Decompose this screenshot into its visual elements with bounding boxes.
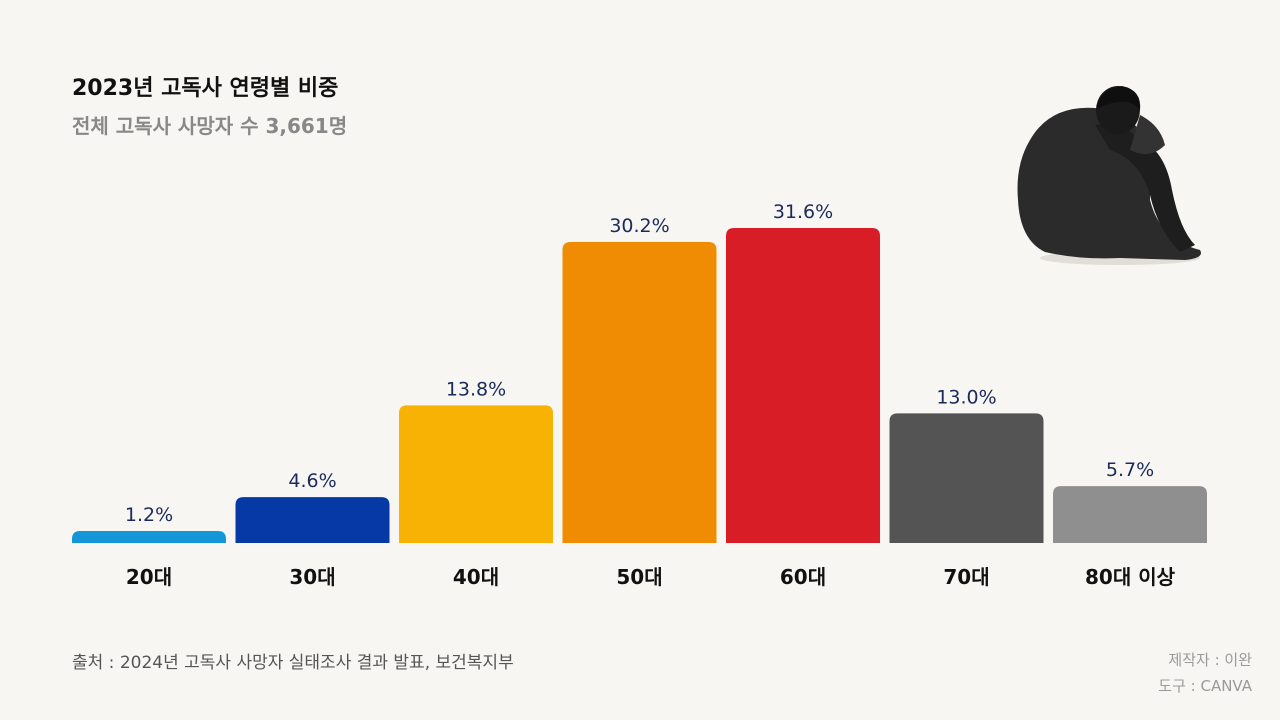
category-label-2: 30대 <box>289 565 335 589</box>
chart-title: 2023년 고독사 연령별 비중 <box>72 76 339 101</box>
sitting-person-illustration <box>1017 86 1201 265</box>
category-label-5: 60대 <box>780 565 826 589</box>
value-label-7: 5.7% <box>1106 459 1154 481</box>
category-label-6: 70대 <box>943 565 989 589</box>
bar-1 <box>72 531 226 543</box>
bar-6 <box>889 413 1044 543</box>
category-label-4: 50대 <box>616 565 662 589</box>
chart-subtitle: 전체 고독사 사망자 수 3,661명 <box>72 114 348 138</box>
tool-credit: 도구 : CANVA <box>1158 677 1252 695</box>
bar-chart: 1.2% 20대 4.6% 30대 13.8% 40대 30.2% 50대 31.6% 60대 13… <box>72 201 1207 589</box>
bar-5 <box>726 228 880 543</box>
value-label-4: 30.2% <box>609 215 669 237</box>
source-note: 출처 : 2024년 고독사 사망자 실태조사 결과 발표, 보건복지부 <box>72 653 514 673</box>
category-label-3: 40대 <box>453 565 499 589</box>
value-label-5: 31.6% <box>773 201 833 223</box>
category-label-7: 80대 이상 <box>1085 565 1176 589</box>
bar-3 <box>399 405 553 543</box>
value-label-2: 4.6% <box>288 470 336 492</box>
bar-7 <box>1053 486 1207 543</box>
bar-4 <box>562 241 717 544</box>
value-label-6: 13.0% <box>936 386 996 408</box>
value-label-1: 1.2% <box>125 504 173 526</box>
category-label-1: 20대 <box>126 565 172 589</box>
author-credit: 제작자 : 이완 <box>1168 651 1252 669</box>
credits: 제작자 : 이완 도구 : CANVA <box>1158 647 1252 699</box>
bar-2 <box>235 497 390 543</box>
value-label-3: 13.8% <box>446 378 506 400</box>
